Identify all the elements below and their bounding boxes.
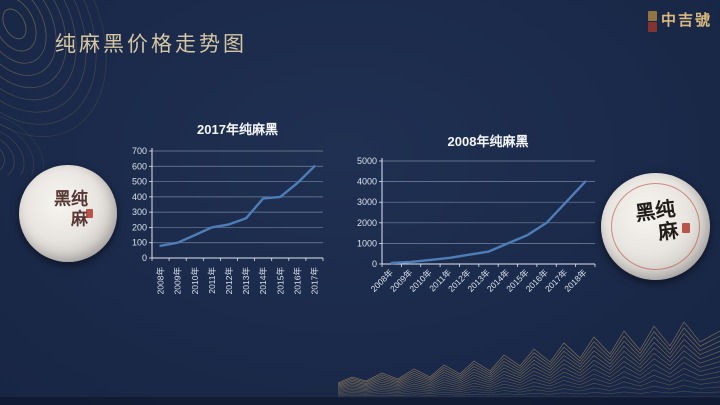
svg-text:2013年: 2013年 [241,267,251,295]
svg-text:2008年: 2008年 [156,267,166,295]
svg-text:2014年: 2014年 [258,267,268,295]
chart-2017-title: 2017年纯麻黑 [197,122,278,137]
svg-text:1000: 1000 [357,238,377,248]
page-title: 纯麻黑价格走势图 [55,33,247,56]
svg-text:700: 700 [132,146,147,156]
svg-text:2018年: 2018年 [562,267,589,294]
svg-text:600: 600 [132,161,147,171]
bottom-edge-band [0,397,720,405]
svg-text:0: 0 [142,253,147,263]
svg-text:2010年: 2010年 [190,267,200,295]
y-axis-labels: 0 100 200 300 400 500 600 700 [132,146,147,263]
svg-text:2017年: 2017年 [309,267,319,295]
chart-2008-title: 2008年纯麻黑 [447,134,529,149]
tea-cake-right-label: 纯麻黑 [629,196,680,244]
brand-logo: 中吉號 [647,9,712,32]
brand-seal-icon [647,11,657,32]
tea-cake-left-label: 纯麻黑 [50,189,87,230]
svg-text:2012年: 2012年 [224,267,234,295]
svg-text:2011年: 2011年 [207,267,217,294]
svg-text:2009年: 2009年 [173,267,183,295]
svg-text:200: 200 [132,222,147,232]
series-line [390,180,587,265]
chart-2008-plot: 0 1000 2000 3000 4000 5000 2008年2009年2010年2011… [357,156,596,294]
chart-2017: 2017年纯麻黑 0 100 200 300 400 500 600 700 2008年 2009… [118,120,333,321]
svg-text:500: 500 [132,177,147,187]
tea-cake-photo-right: 纯麻黑 [601,173,710,280]
tea-cake-right-seal-icon [682,223,690,233]
x-axis-labels: 2008年2009年2010年2011年2012年2013年2014年2015年… [369,267,589,294]
svg-text:3000: 3000 [357,197,377,207]
svg-text:5000: 5000 [357,156,377,166]
tea-cake-left-seal-icon [86,209,93,218]
svg-text:100: 100 [132,238,147,248]
x-axis-labels: 2008年 2009年 2010年 2011年 2012年 2013年 2014年 2015年… [156,267,320,295]
gridlines [379,160,595,265]
svg-text:400: 400 [132,192,147,202]
chart-2017-plot: 0 100 200 300 400 500 600 700 2008年 2009年 2010年 201… [132,146,324,295]
brand-name: 中吉號 [660,11,712,29]
tea-cake-right-ring [610,182,701,271]
chart-2008: 2008年纯麻黑 0 1000 2000 3000 4000 5000 2008年 2009年… [352,132,602,323]
y-axis-labels: 0 1000 2000 3000 4000 5000 [357,156,377,269]
svg-text:300: 300 [132,207,147,217]
svg-text:0: 0 [372,259,377,269]
gold-mountains-decoration [338,321,720,398]
svg-text:2016年: 2016年 [292,267,302,295]
svg-text:2000: 2000 [357,218,377,228]
svg-text:4000: 4000 [357,177,377,187]
tea-cake-photo-left: 纯麻黑 [19,165,117,262]
series-line [159,165,316,248]
svg-text:2015年: 2015年 [275,267,285,295]
